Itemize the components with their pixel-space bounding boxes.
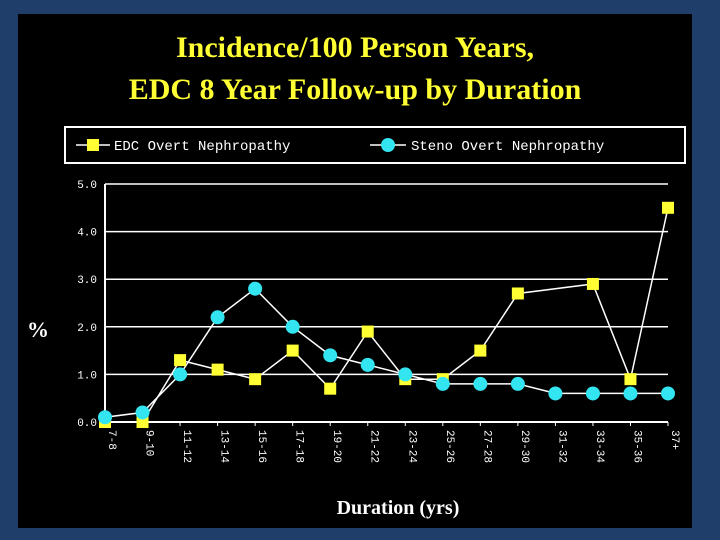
x-tick-label: 31-32 — [555, 430, 567, 463]
data-point-steno — [548, 386, 563, 401]
y-tick-label: 4.0 — [77, 228, 97, 240]
x-tick-label: 11-12 — [180, 430, 192, 463]
legend-marker-steno — [381, 138, 395, 152]
plot-area: 0.0 1.0 2.0 3.0 4.0 5.0 7-8 9-10 11-12 13-14 15-16… — [77, 180, 680, 463]
data-point-edc — [662, 201, 674, 214]
data-point-edc — [324, 382, 337, 395]
y-tick-label: 5.0 — [77, 180, 97, 192]
data-point-edc — [511, 287, 524, 300]
x-tick-label: 9-10 — [143, 430, 155, 456]
data-point-edc — [286, 344, 299, 357]
x-tick-label: 37+ — [668, 430, 680, 450]
x-tick-label: 29-30 — [518, 430, 530, 463]
y-axis-label: % — [27, 317, 49, 342]
data-point-steno — [98, 410, 112, 425]
data-point-steno — [585, 386, 600, 401]
x-tick-label: 25-26 — [443, 430, 455, 463]
x-tick-label: 35-36 — [630, 430, 642, 463]
data-point-steno — [360, 357, 375, 372]
data-point-steno — [435, 376, 450, 391]
x-tick-label: 15-16 — [255, 430, 267, 463]
series-line-steno — [104, 287, 668, 418]
data-point-steno — [323, 348, 338, 363]
x-axis-label: Duration (yrs) — [337, 497, 460, 519]
chart-slide: Incidence/100 Person Years, EDC 8 Year F… — [18, 14, 692, 528]
data-point-steno — [473, 376, 488, 391]
x-tick-label: 27-28 — [480, 430, 492, 463]
data-point-steno — [510, 376, 525, 391]
chart-subtitle: EDC 8 Year Follow-up by Duration — [129, 73, 582, 106]
x-tick-label: 13-14 — [218, 430, 230, 463]
data-point-steno — [661, 386, 675, 401]
legend-box — [64, 126, 686, 164]
data-point-edc — [174, 354, 187, 367]
chart-legend: EDC Overt Nephropathy Steno Overt Nephro… — [64, 126, 686, 164]
data-point-steno — [285, 319, 300, 334]
data-point-edc — [586, 277, 599, 290]
data-point-edc — [136, 416, 149, 428]
y-tick-label: 2.0 — [77, 323, 97, 335]
legend-label-edc: EDC Overt Nephropathy — [114, 139, 290, 155]
x-tick-label: 19-20 — [330, 430, 342, 463]
x-tick-label: 33-34 — [593, 430, 605, 463]
legend-marker-edc — [87, 139, 99, 151]
data-point-steno — [210, 310, 225, 325]
data-point-steno — [623, 386, 638, 401]
data-point-edc — [624, 373, 637, 386]
x-tick-label: 23-24 — [405, 430, 417, 463]
data-point-edc — [474, 344, 487, 357]
x-tick-label: 21-22 — [368, 430, 380, 463]
data-point-steno — [135, 405, 150, 420]
data-point-steno — [248, 281, 263, 296]
y-tick-label: 3.0 — [77, 275, 97, 287]
legend-label-steno: Steno Overt Nephropathy — [411, 139, 604, 155]
data-point-steno — [173, 367, 188, 382]
data-point-edc — [211, 363, 224, 376]
series-line-edc — [105, 207, 669, 423]
y-tick-label: 1.0 — [77, 370, 97, 382]
x-tick-label: 7-8 — [105, 430, 117, 450]
line-chart: Incidence/100 Person Years, EDC 8 Year F… — [27, 31, 686, 519]
data-point-edc — [361, 325, 374, 338]
chart-title: Incidence/100 Person Years, — [176, 31, 534, 64]
x-tick-label: 17-18 — [293, 430, 305, 463]
data-point-steno — [398, 367, 413, 382]
data-point-edc — [249, 373, 262, 386]
y-tick-label: 0.0 — [77, 418, 97, 430]
